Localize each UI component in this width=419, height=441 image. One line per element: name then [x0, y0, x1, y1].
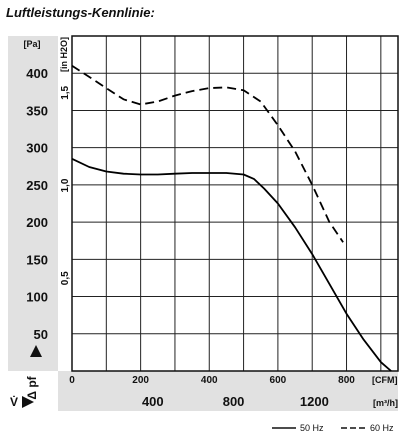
- y-tick-label: 250: [26, 178, 48, 193]
- y-tick-label: 300: [26, 141, 48, 156]
- x-axis-band: [58, 371, 398, 411]
- x-tick-label: 600: [270, 375, 287, 386]
- y-axis-symbol: Δ pf: [25, 375, 39, 399]
- y-axis-unit: [Pa]: [23, 39, 40, 49]
- x-axis-secondary-unit: [m³/h]: [373, 398, 398, 408]
- x-tick-label: 0: [69, 375, 75, 386]
- x-axis-unit: [CFM]: [372, 375, 398, 385]
- legend-label-50hz: 50 Hz: [300, 423, 324, 433]
- grid: [72, 36, 398, 371]
- legend-label-60hz: 60 Hz: [370, 423, 394, 433]
- y-tick-label: 100: [26, 290, 48, 305]
- y-tick-label: 350: [26, 103, 48, 118]
- y-tick-label: 50: [34, 327, 48, 342]
- x-axis-arrow-icon: [22, 396, 34, 408]
- x-axis-secondary-ticks: 400 800 1200: [142, 394, 329, 409]
- x-axis-symbol: V̇: [10, 394, 18, 409]
- y-axis-band: [8, 36, 58, 371]
- x-axis-ticks: 0 200 400 600 800: [69, 375, 355, 386]
- y-tick-label: 150: [26, 252, 48, 267]
- x-tick-label: 400: [201, 375, 218, 386]
- x-tick-label: 200: [132, 375, 149, 386]
- y-tick-label: 200: [26, 215, 48, 230]
- x2-tick-label: 800: [223, 394, 245, 409]
- plot-frame: [71, 35, 399, 372]
- y-axis-ticks: 50 100 150 200 250 300 350 400: [26, 66, 48, 342]
- y2-tick-label: 0,5: [60, 271, 71, 285]
- y-axis-secondary-ticks: 0,5 1,0 1,5: [60, 85, 71, 285]
- legend: 50 Hz 60 Hz: [272, 423, 394, 433]
- y-axis-secondary-unit: [in H2O]: [59, 37, 69, 72]
- y-tick-label: 400: [26, 66, 48, 81]
- series-line-50hz: [71, 157, 392, 372]
- y2-tick-label: 1,0: [60, 178, 71, 192]
- series-line-60hz: [71, 65, 344, 243]
- x-tick-label: 800: [338, 375, 355, 386]
- x2-tick-label: 1200: [300, 394, 329, 409]
- series-layer: [71, 65, 392, 372]
- y2-tick-label: 1,5: [60, 85, 71, 99]
- x2-tick-label: 400: [142, 394, 164, 409]
- chart-title: Luftleistungs-Kennlinie:: [6, 5, 155, 20]
- y-axis-arrow-icon: [30, 345, 42, 357]
